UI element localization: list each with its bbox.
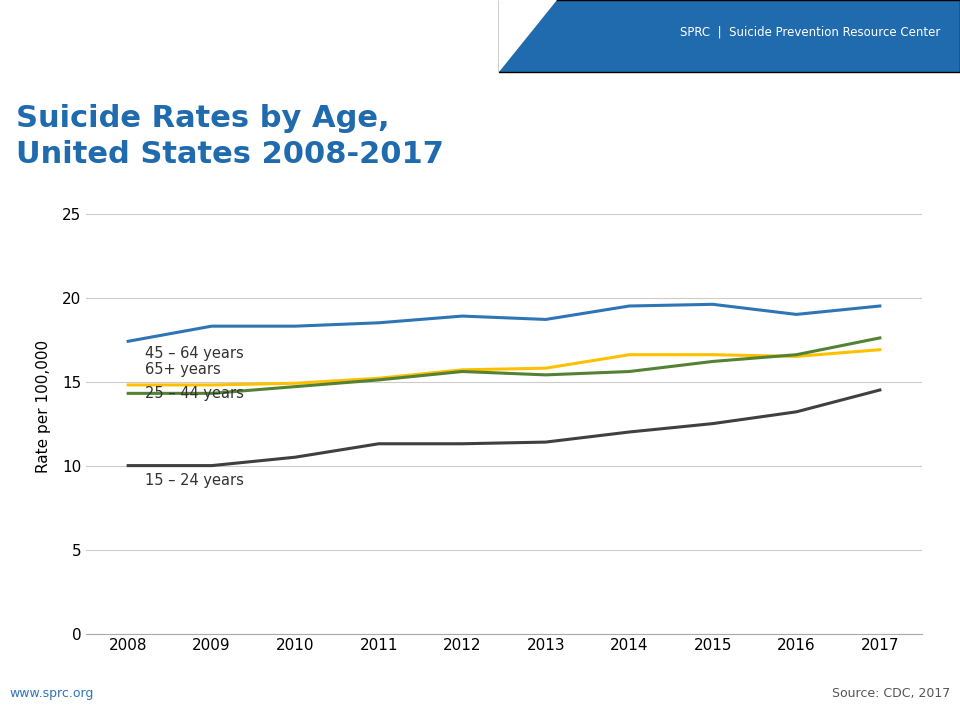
Y-axis label: Rate per 100,000: Rate per 100,000: [36, 341, 51, 473]
Text: Source: CDC, 2017: Source: CDC, 2017: [832, 686, 950, 700]
Text: Suicide Rates by Age,
United States 2008-2017: Suicide Rates by Age, United States 2008…: [15, 104, 444, 169]
Text: 65+ years: 65+ years: [145, 362, 221, 377]
FancyBboxPatch shape: [499, 0, 960, 72]
Text: SPRC  |  Suicide Prevention Resource Center: SPRC | Suicide Prevention Resource Cente…: [681, 26, 941, 39]
Text: 45 – 64 years: 45 – 64 years: [145, 346, 244, 361]
Text: www.sprc.org: www.sprc.org: [10, 686, 94, 700]
Text: 15 – 24 years: 15 – 24 years: [145, 473, 244, 488]
Polygon shape: [499, 0, 557, 72]
Text: 25 – 44 years: 25 – 44 years: [145, 386, 244, 401]
